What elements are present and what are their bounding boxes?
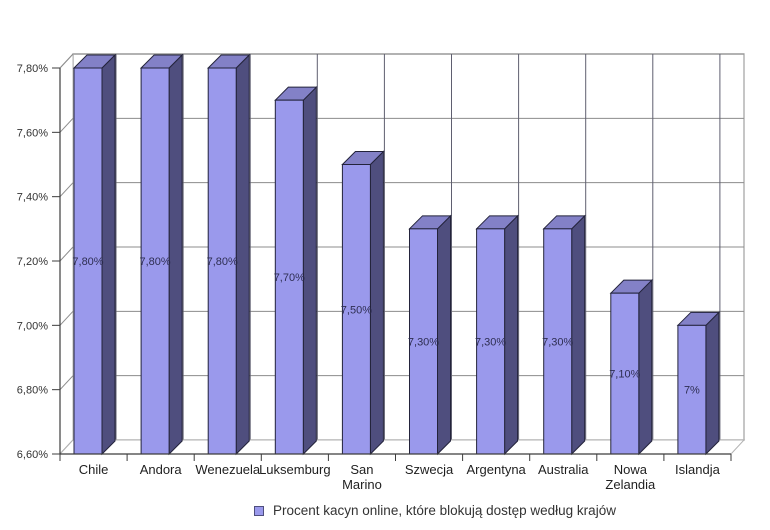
x-category-label: Islandja (675, 462, 721, 477)
bar-chile-side (101, 53, 116, 456)
x-category-label: Chile (79, 462, 109, 477)
y-tick-label: 7,60% (17, 127, 48, 139)
x-category-label: Wenezuela (195, 462, 261, 477)
x-category-label: San Marino (342, 462, 382, 492)
x-category-label: Australia (538, 462, 589, 477)
bar-andora (140, 67, 170, 455)
bar-nowa-zelandia-side (638, 278, 653, 456)
gridline-wall-joint (59, 246, 74, 262)
y-tick-label: 6,80% (17, 385, 48, 397)
bar-szwecja-side (437, 214, 451, 456)
x-category-label: Nowa Zelandia (605, 462, 656, 492)
bar-value-label: 7% (684, 385, 700, 397)
bar-luksemburg-side (302, 85, 317, 456)
bar-san-marino-side (369, 150, 384, 456)
bar-value-label: 7,30% (408, 336, 439, 348)
y-tick-label: 7,40% (17, 192, 48, 204)
bar-value-label: 7,50% (341, 304, 372, 316)
legend-label: Procent kacyn online, które blokują dost… (273, 503, 616, 518)
bar-value-label: 7,70% (274, 272, 305, 284)
legend-marker-icon (254, 506, 264, 516)
bar-value-label: 7,80% (72, 256, 103, 268)
bar-islandja-side (705, 311, 720, 456)
bar-value-label: 7,30% (475, 336, 506, 348)
bar-san-marino (341, 164, 371, 455)
bar-wenezuela-side (235, 53, 250, 456)
bar-wenezuela (207, 67, 237, 455)
bar-luksemburg (274, 99, 304, 455)
gridline-wall-joint (59, 182, 74, 198)
bar-nowa-zelandia (610, 292, 640, 455)
x-category-label: Luksemburg (259, 462, 331, 477)
gridline-wall-joint (59, 117, 74, 133)
bar-australia (543, 228, 573, 455)
bar-australia-side (571, 214, 586, 456)
y-tick-label: 7,00% (17, 320, 48, 332)
gridline-wall-joint (59, 375, 74, 391)
bar-value-label: 7,80% (207, 256, 238, 268)
x-category-label: Szwecja (405, 462, 454, 477)
bar-argentyna (476, 228, 506, 455)
bar-value-label: 7,30% (542, 336, 573, 348)
gridline-wall-joint (59, 53, 74, 69)
x-category-label: Andora (140, 462, 183, 477)
bar-value-label: 7,80% (139, 256, 170, 268)
y-tick-label: 7,20% (17, 256, 48, 268)
bar-andora-side (168, 53, 183, 456)
chart-legend: Procent kacyn online, które blokują dost… (254, 503, 616, 518)
y-tick-label: 7,80% (17, 63, 48, 75)
x-category-label: Argentyna (467, 462, 527, 477)
bar-argentyna-side (504, 214, 519, 456)
y-tick-label: 6,60% (17, 449, 48, 461)
bar-szwecja (409, 228, 438, 455)
bar-islandja (677, 324, 707, 455)
bar-chile (73, 67, 103, 455)
gridline-wall-joint (59, 310, 74, 326)
bar-value-label: 7,10% (609, 369, 640, 381)
